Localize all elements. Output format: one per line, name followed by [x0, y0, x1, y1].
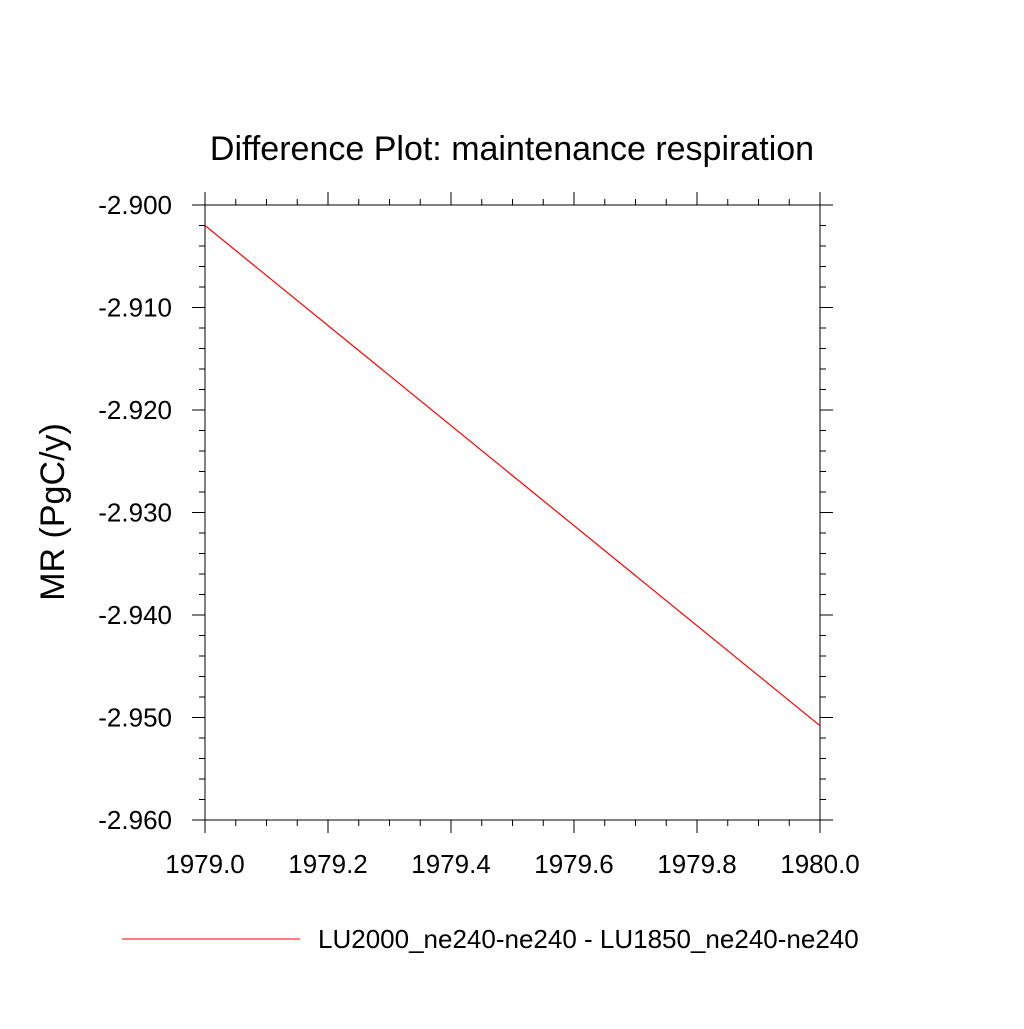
x-tick-label: 1980.0: [780, 849, 860, 879]
y-tick-label: -2.940: [98, 600, 172, 630]
series-line: [204, 225, 821, 727]
y-tick-label: -2.910: [98, 293, 172, 323]
x-tick-labels: 1979.0 1979.2 1979.4 1979.6 1979.8 1980.0: [165, 849, 860, 879]
y-axis-label: MR (PgC/y): [34, 423, 72, 601]
series-lines: [204, 225, 821, 727]
y-tick-label: -2.960: [98, 805, 172, 835]
x-tick-label: 1979.4: [411, 849, 491, 879]
y-tick-label: -2.950: [98, 703, 172, 733]
plot-frame: [204, 204, 821, 821]
axis-ticks: [192, 192, 833, 833]
chart-title: Difference Plot: maintenance respiration: [210, 130, 814, 168]
y-tick-label: -2.930: [98, 498, 172, 528]
y-tick-labels: -2.900 -2.910 -2.920 -2.930 -2.940 -2.950 -2.9…: [98, 190, 172, 835]
x-tick-label: 1979.8: [657, 849, 737, 879]
x-tick-label: 1979.6: [534, 849, 614, 879]
legend-label: LU2000_ne240-ne240 - LU1850_ne240-ne240: [318, 924, 859, 954]
legend: LU2000_ne240-ne240 - LU1850_ne240-ne240: [122, 924, 859, 954]
x-tick-label: 1979.0: [165, 849, 245, 879]
x-tick-label: 1979.2: [288, 849, 368, 879]
y-tick-label: -2.900: [98, 190, 172, 220]
y-tick-label: -2.920: [98, 395, 172, 425]
